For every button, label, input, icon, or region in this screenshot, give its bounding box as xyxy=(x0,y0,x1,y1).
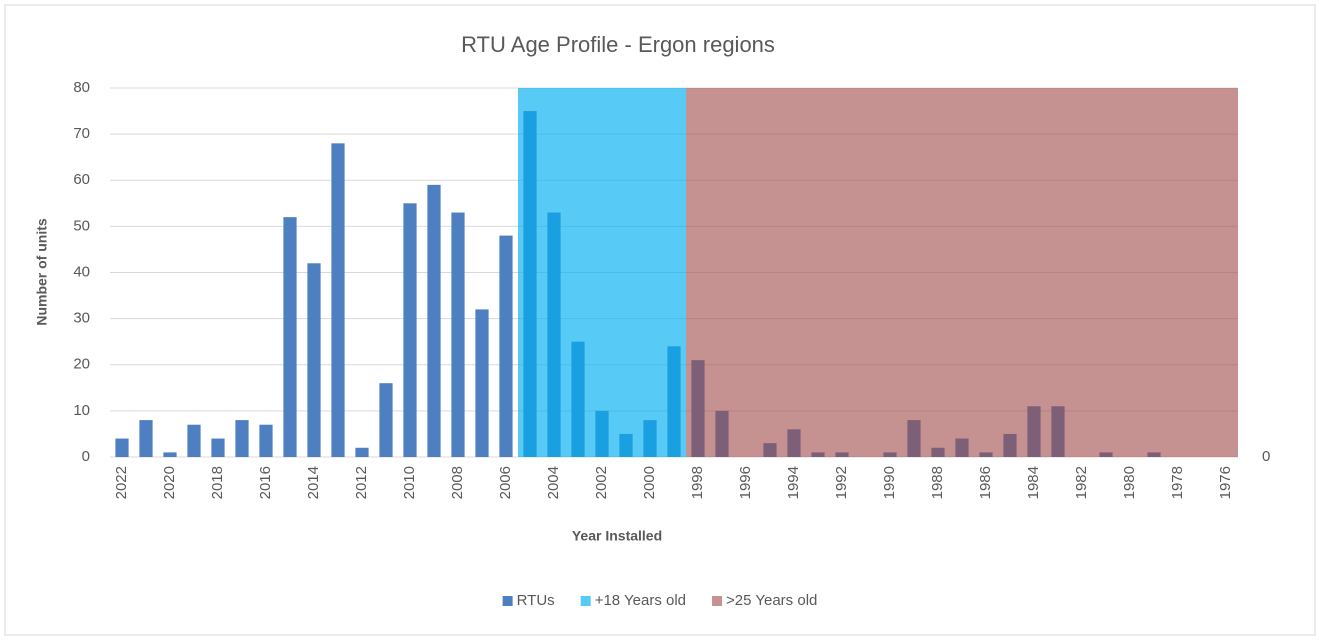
bar xyxy=(427,184,441,458)
area-band xyxy=(1118,88,1142,457)
y-tick-label: 50 xyxy=(73,217,90,234)
y-tick-label: 0 xyxy=(82,448,90,465)
x-tick-label: 2022 xyxy=(113,466,130,499)
area-band xyxy=(542,88,566,457)
y-tick-label: 60 xyxy=(73,171,90,188)
bar xyxy=(187,424,201,457)
legend-label: RTUs xyxy=(517,592,555,609)
bar xyxy=(451,212,465,457)
area-band xyxy=(710,88,734,457)
x-tick-label: 2006 xyxy=(497,466,514,499)
area-band xyxy=(686,88,710,457)
area-band xyxy=(614,88,638,457)
area-band xyxy=(638,88,662,457)
y2-tick-label: 0 xyxy=(1262,448,1270,465)
bar xyxy=(259,424,273,457)
area-band xyxy=(1214,88,1238,457)
x-tick-label: 1994 xyxy=(785,466,802,499)
y-tick-label: 40 xyxy=(73,263,90,280)
x-tick-label: 2016 xyxy=(257,466,274,499)
x-tick-label: 2020 xyxy=(161,466,178,499)
x-tick-label: 2002 xyxy=(593,466,610,499)
x-tick-label: 1988 xyxy=(929,466,946,499)
x-tick-label: 2010 xyxy=(401,466,418,499)
area-band xyxy=(830,88,854,457)
bar xyxy=(403,203,417,457)
y-tick-label: 10 xyxy=(73,402,90,419)
x-tick-label: 2018 xyxy=(209,466,226,499)
area-band xyxy=(662,88,686,457)
bar xyxy=(235,420,249,457)
area-band xyxy=(1046,88,1070,457)
bar xyxy=(355,447,369,457)
area-band xyxy=(1094,88,1118,457)
area-band xyxy=(1190,88,1214,457)
area-band xyxy=(998,88,1022,457)
area-band xyxy=(974,88,998,457)
area-band xyxy=(926,88,950,457)
area-band xyxy=(902,88,926,457)
area-band xyxy=(1166,88,1190,457)
area-band xyxy=(1022,88,1046,457)
y-tick-label: 80 xyxy=(73,79,90,96)
y-axis-title: Number of units xyxy=(34,218,50,326)
area-band xyxy=(950,88,974,457)
bar xyxy=(139,420,153,457)
bar xyxy=(283,217,297,457)
x-tick-label: 1992 xyxy=(833,466,850,499)
bar xyxy=(475,309,489,457)
legend-label: >25 Years old xyxy=(726,592,817,609)
bar xyxy=(499,235,513,457)
area-band xyxy=(734,88,758,457)
area-band xyxy=(854,88,878,457)
area-band xyxy=(566,88,590,457)
area-band xyxy=(758,88,782,457)
y-tick-label: 70 xyxy=(73,125,90,142)
x-tick-label: 2000 xyxy=(641,466,658,499)
bar xyxy=(379,383,393,457)
area-band xyxy=(878,88,902,457)
x-axis-title: Year Installed xyxy=(572,528,662,544)
x-tick-label: 2004 xyxy=(545,466,562,499)
x-tick-label: 1978 xyxy=(1169,466,1186,499)
legend-label: +18 Years old xyxy=(595,592,686,609)
x-tick-label: 2012 xyxy=(353,466,370,499)
area-band xyxy=(782,88,806,457)
x-tick-label: 1976 xyxy=(1217,466,1234,499)
bar xyxy=(163,452,177,457)
x-tick-label: 1984 xyxy=(1025,466,1042,499)
bar xyxy=(211,438,225,457)
legend-swatch xyxy=(712,596,723,606)
y-tick-label: 20 xyxy=(73,356,90,373)
bar xyxy=(331,143,345,457)
chart-title: RTU Age Profile - Ergon regions xyxy=(461,32,775,57)
x-tick-label: 1998 xyxy=(689,466,706,499)
x-tick-label: 1982 xyxy=(1073,466,1090,499)
legend-swatch xyxy=(502,596,513,606)
legend-swatch xyxy=(580,596,591,606)
x-tick-label: 2014 xyxy=(305,466,322,499)
area-band xyxy=(1070,88,1094,457)
x-tick-label: 1996 xyxy=(737,466,754,499)
x-tick-label: 1980 xyxy=(1121,466,1138,499)
y-tick-label: 30 xyxy=(73,310,90,327)
x-tick-label: 1990 xyxy=(881,466,898,499)
area-band xyxy=(806,88,830,457)
x-tick-label: 1986 xyxy=(977,466,994,499)
x-tick-label: 2008 xyxy=(449,466,466,499)
bar xyxy=(307,263,321,457)
area-band xyxy=(590,88,614,457)
area-band xyxy=(1142,88,1166,457)
area-band xyxy=(518,88,542,457)
bar xyxy=(115,438,129,457)
